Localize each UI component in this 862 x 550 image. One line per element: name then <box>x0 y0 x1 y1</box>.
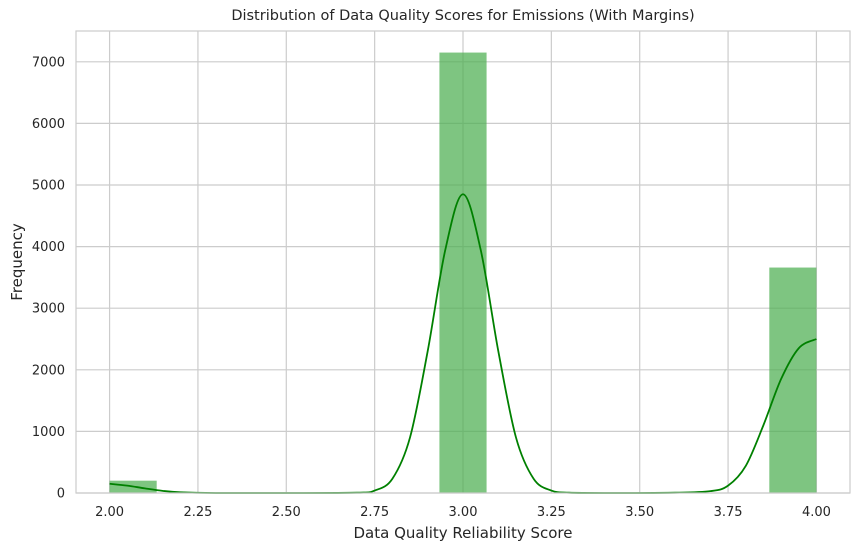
x-tick-label: 2.50 <box>272 505 301 520</box>
y-tick-label: 2000 <box>32 363 65 378</box>
chart-title: Distribution of Data Quality Scores for … <box>231 8 694 24</box>
y-tick-label: 1000 <box>32 425 65 440</box>
bars-layer <box>109 52 817 494</box>
x-tick-label: 3.75 <box>714 505 743 520</box>
x-tick-label: 3.25 <box>537 505 566 520</box>
y-tick-label: 7000 <box>32 55 65 70</box>
x-tick-label: 3.50 <box>625 505 654 520</box>
histogram-bar <box>439 52 487 494</box>
x-tick-label: 2.25 <box>183 505 212 520</box>
plot-frame <box>75 30 851 494</box>
y-tick-label: 4000 <box>32 240 65 255</box>
y-axis-label: Frequency <box>8 223 26 301</box>
y-tick-label: 0 <box>57 487 65 502</box>
x-tick-label: 2.75 <box>360 505 389 520</box>
x-tick-label: 3.00 <box>449 505 478 520</box>
x-tick-labels: 2.00 2.25 2.50 2.75 3.00 3.25 3.50 3.75 4.00 <box>95 505 831 520</box>
y-tick-label: 6000 <box>32 117 65 132</box>
x-axis-label: Data Quality Reliability Score <box>353 524 572 542</box>
histogram-bar <box>769 267 817 493</box>
y-tick-label: 5000 <box>32 179 65 194</box>
y-tick-label: 3000 <box>32 302 65 317</box>
x-tick-label: 4.00 <box>802 505 831 520</box>
y-tick-labels: 0 1000 2000 3000 4000 5000 6000 7000 <box>32 55 65 501</box>
x-tick-label: 2.00 <box>95 505 124 520</box>
